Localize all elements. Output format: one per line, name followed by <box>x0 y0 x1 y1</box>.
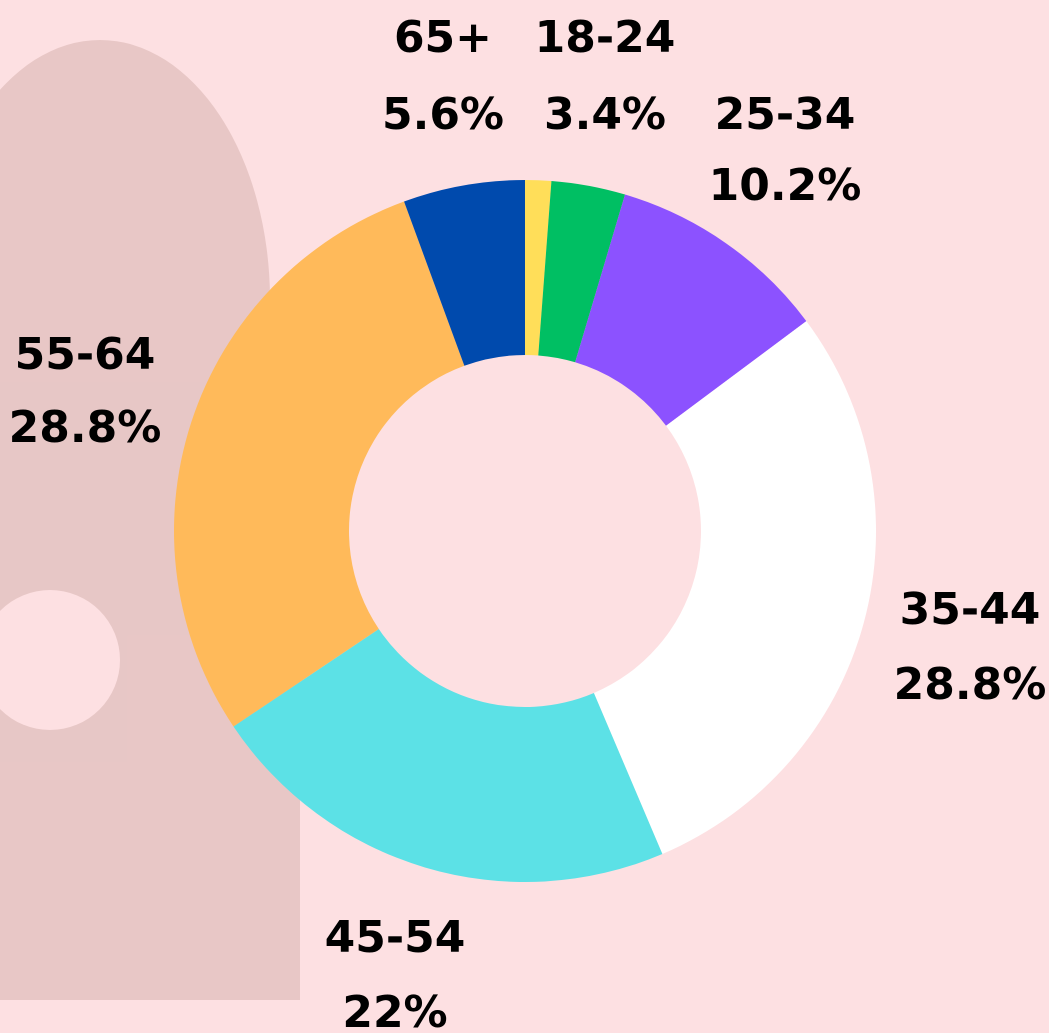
slice-category-label: 18-24 <box>535 12 676 63</box>
slice-value-label: 28.8% <box>894 659 1047 710</box>
slice-category-label: 45-54 <box>325 912 466 963</box>
slice-category-label: 55-64 <box>15 329 156 380</box>
slice-value-label: 3.4% <box>544 89 666 140</box>
slice-category-label: 35-44 <box>900 584 1041 635</box>
chart: 18-24 3.4% 25-34 10.2% 35-44 28.8% 45-54 22% 55-… <box>0 0 1049 1033</box>
slice-value-label: 22% <box>342 987 447 1033</box>
slice-category-label: 65+ <box>394 12 492 63</box>
slice-value-label: 10.2% <box>709 160 862 211</box>
slice-category-label: 25-34 <box>715 89 856 140</box>
slice-value-label: 5.6% <box>382 89 504 140</box>
slice-value-label: 28.8% <box>9 402 162 453</box>
